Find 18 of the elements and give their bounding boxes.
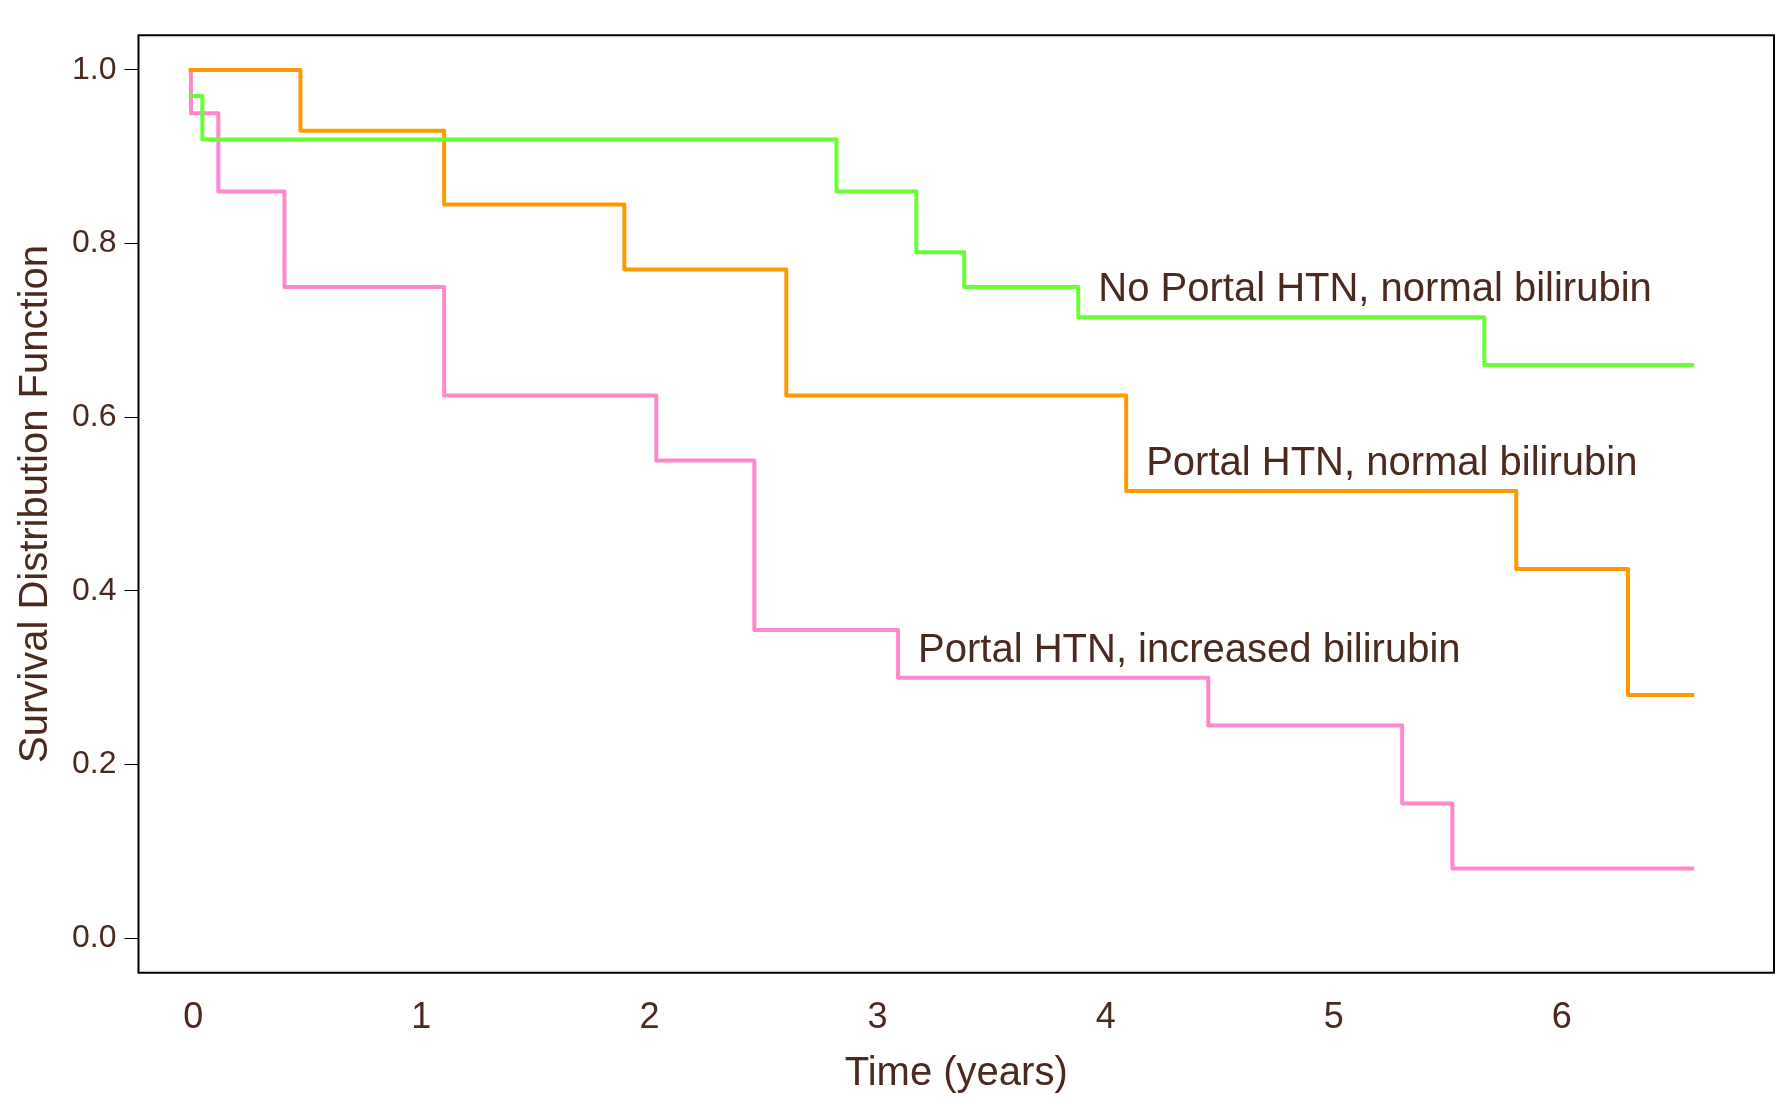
x-tick-label: 3: [867, 995, 888, 1037]
x-axis-title: Time (years): [844, 1049, 1068, 1094]
x-tick-label: 6: [1551, 995, 1572, 1037]
x-tick-label: 5: [1323, 995, 1344, 1037]
y-tick-label: 0.0: [72, 917, 117, 954]
x-tick-label: 1: [411, 995, 432, 1037]
series-label: Portal HTN, increased bilirubin: [918, 625, 1461, 670]
series-label: No Portal HTN, normal bilirubin: [1098, 265, 1652, 310]
y-tick-label: 1.0: [72, 49, 117, 86]
x-tick-label: 0: [183, 995, 204, 1037]
y-axis-title: Survival Distribution Function: [11, 245, 56, 763]
y-tick-label: 0.8: [72, 223, 117, 260]
x-tick-label: 4: [1095, 995, 1116, 1037]
y-tick-label: 0.6: [72, 397, 117, 434]
y-tick-label: 0.4: [72, 570, 117, 607]
y-tick-label: 0.2: [72, 744, 117, 781]
x-tick-label: 2: [639, 995, 660, 1037]
series-label: Portal HTN, normal bilirubin: [1146, 438, 1638, 483]
